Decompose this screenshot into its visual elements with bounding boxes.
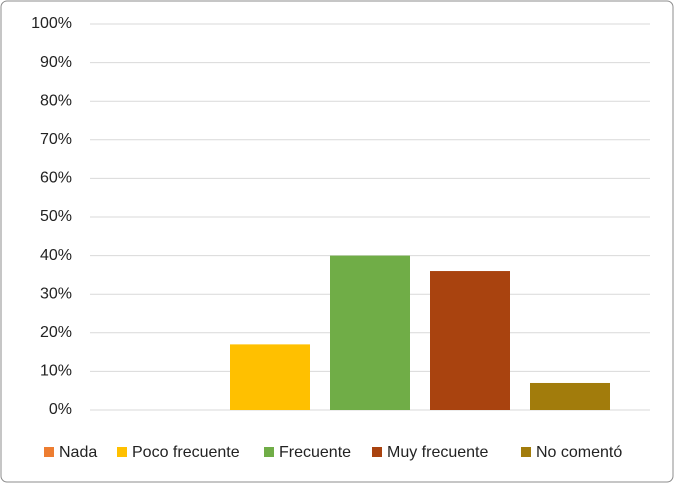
legend-label: No comentó	[536, 444, 622, 461]
bar	[430, 271, 510, 410]
y-tick-label: 80%	[40, 92, 72, 109]
legend-label: Poco frecuente	[132, 444, 240, 461]
legend-label: Nada	[59, 444, 97, 461]
bar	[530, 382, 610, 410]
legend-label: Frecuente	[279, 444, 351, 461]
legend-marker	[372, 447, 382, 457]
y-tick-label: 0%	[49, 401, 72, 418]
y-tick-label: 10%	[40, 363, 72, 380]
legend-label: Muy frecuente	[387, 444, 488, 461]
y-tick-label: 100%	[31, 15, 72, 32]
y-tick-label: 30%	[40, 285, 72, 302]
y-tick-label: 50%	[40, 208, 72, 225]
bar	[330, 255, 410, 410]
legend-marker	[264, 447, 274, 457]
bar	[230, 344, 310, 410]
y-tick-label: 40%	[40, 247, 72, 264]
legend-marker	[521, 447, 531, 457]
y-tick-label: 60%	[40, 170, 72, 187]
legend-marker	[117, 447, 127, 457]
legend-marker	[44, 447, 54, 457]
y-tick-label: 70%	[40, 131, 72, 148]
y-tick-label: 90%	[40, 54, 72, 71]
y-tick-label: 20%	[40, 324, 72, 341]
